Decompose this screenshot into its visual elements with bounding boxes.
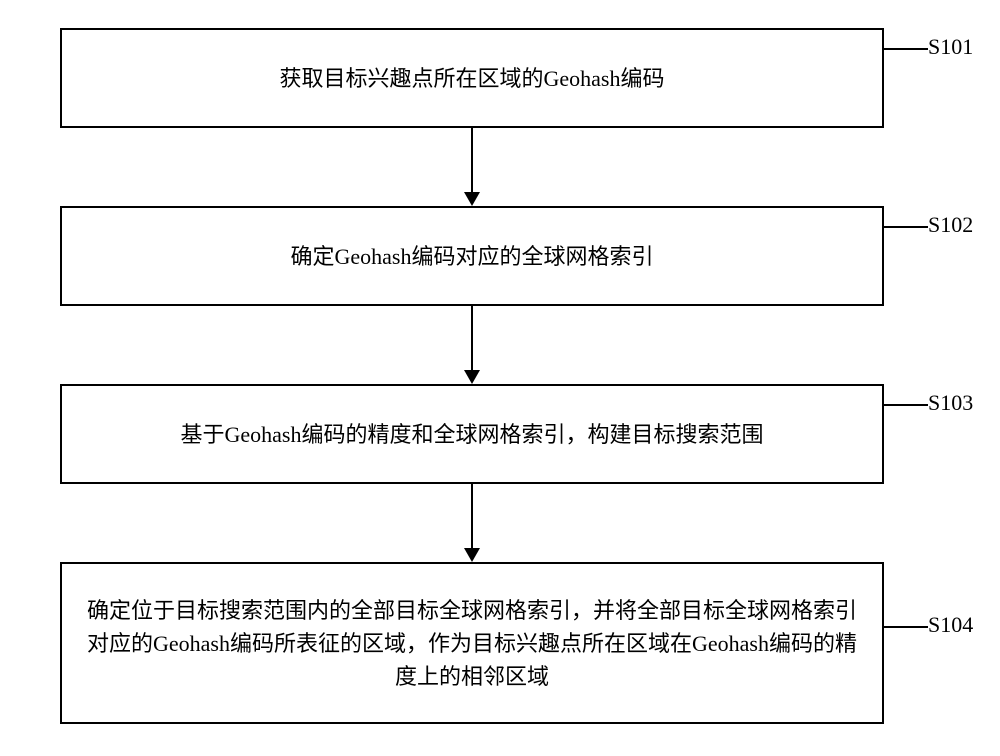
arrow-head bbox=[464, 548, 480, 562]
label-connector bbox=[884, 226, 928, 228]
label-connector bbox=[884, 626, 928, 628]
flowchart-node-s102: 确定Geohash编码对应的全球网格索引 bbox=[60, 206, 884, 306]
arrow-shaft bbox=[471, 484, 473, 548]
flowchart-node-s104: 确定位于目标搜索范围内的全部目标全球网格索引，并将全部目标全球网格索引对应的Ge… bbox=[60, 562, 884, 724]
node-text: 确定Geohash编码对应的全球网格索引 bbox=[291, 240, 654, 273]
flowchart-node-s103: 基于Geohash编码的精度和全球网格索引，构建目标搜索范围 bbox=[60, 384, 884, 484]
node-text: 确定位于目标搜索范围内的全部目标全球网格索引，并将全部目标全球网格索引对应的Ge… bbox=[82, 594, 862, 693]
step-label-s104: S104 bbox=[928, 612, 973, 638]
arrow-head bbox=[464, 192, 480, 206]
label-connector bbox=[884, 48, 928, 50]
flowchart-node-s101: 获取目标兴趣点所在区域的Geohash编码 bbox=[60, 28, 884, 128]
step-label-s101: S101 bbox=[928, 34, 973, 60]
arrow-shaft bbox=[471, 128, 473, 192]
arrow-shaft bbox=[471, 306, 473, 370]
flowchart-canvas: 获取目标兴趣点所在区域的Geohash编码 S101 确定Geohash编码对应… bbox=[0, 0, 1000, 756]
label-connector bbox=[884, 404, 928, 406]
node-text: 获取目标兴趣点所在区域的Geohash编码 bbox=[280, 62, 665, 95]
node-text: 基于Geohash编码的精度和全球网格索引，构建目标搜索范围 bbox=[181, 418, 764, 451]
step-label-s103: S103 bbox=[928, 390, 973, 416]
step-label-s102: S102 bbox=[928, 212, 973, 238]
arrow-head bbox=[464, 370, 480, 384]
